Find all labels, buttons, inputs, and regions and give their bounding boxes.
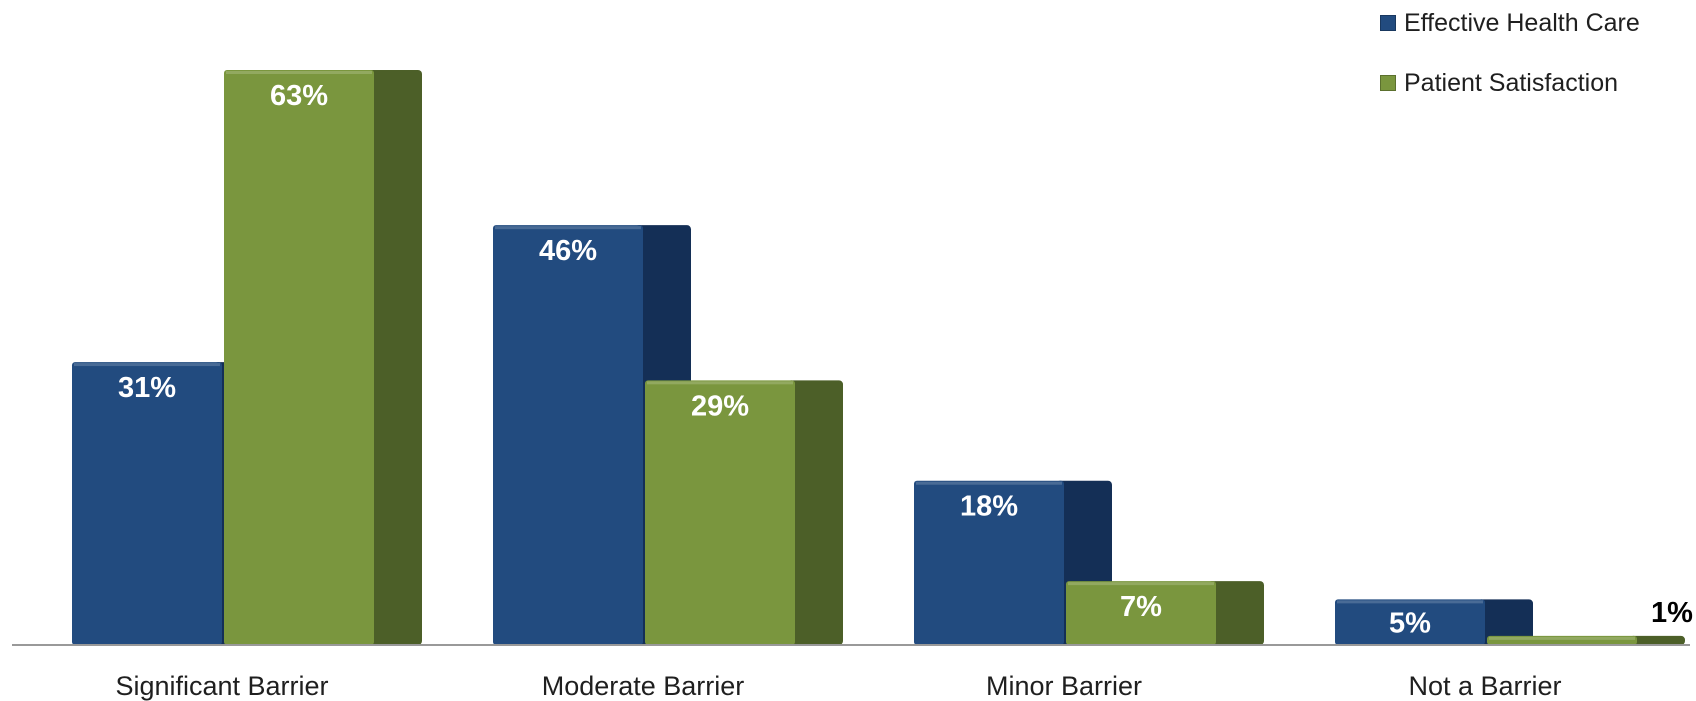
bar-side-effective-health-care-not-a-barrier: [1477, 599, 1533, 645]
bar-patient-satisfaction-minor-barrier: [1066, 581, 1264, 645]
category-label-not-a-barrier: Not a Barrier: [1408, 671, 1561, 701]
bar-front-patient-satisfaction-minor-barrier: [1066, 581, 1216, 645]
bar-side-patient-satisfaction-not-a-barrier: [1629, 635, 1685, 645]
bar-front-effective-health-care-not-a-barrier: [1335, 599, 1485, 645]
bar-highlight-patient-satisfaction-moderate-barrier: [647, 381, 793, 385]
data-label-patient-satisfaction-not-a-barrier: 1%: [1651, 597, 1693, 629]
bar-patient-satisfaction-not-a-barrier: [1487, 635, 1685, 645]
legend-item-patient-satisfaction: Patient Satisfaction: [1380, 68, 1640, 98]
bar-highlight-effective-health-care-significant-barrier: [74, 363, 220, 367]
category-label-significant-barrier: Significant Barrier: [115, 671, 328, 701]
data-label-patient-satisfaction-significant-barrier: 63%: [270, 80, 328, 112]
bar-highlight-effective-health-care-moderate-barrier: [495, 226, 641, 230]
data-label-patient-satisfaction-moderate-barrier: 29%: [691, 390, 749, 422]
legend-item-effective-health-care: Effective Health Care: [1380, 8, 1640, 38]
bars-group: 31% 63% 46% 29% 18% 7% 5% 1%: [72, 70, 1693, 645]
data-label-effective-health-care-not-a-barrier: 5%: [1389, 607, 1431, 639]
bar-highlight-patient-satisfaction-not-a-barrier: [1489, 636, 1635, 640]
bar-front-patient-satisfaction-significant-barrier: [224, 70, 374, 645]
bar-patient-satisfaction-moderate-barrier: [645, 380, 843, 645]
legend-label-patient-satisfaction: Patient Satisfaction: [1404, 68, 1619, 97]
bar-side-patient-satisfaction-significant-barrier: [366, 70, 422, 645]
bar-highlight-patient-satisfaction-significant-barrier: [226, 71, 372, 74]
data-label-effective-health-care-moderate-barrier: 46%: [539, 235, 597, 267]
bar-highlight-effective-health-care-minor-barrier: [916, 481, 1062, 485]
bar-front-effective-health-care-significant-barrier: [72, 362, 222, 645]
bar-side-patient-satisfaction-moderate-barrier: [787, 380, 843, 645]
bar-effective-health-care-not-a-barrier: [1335, 599, 1533, 645]
legend-swatch-patient-satisfaction: [1380, 75, 1396, 91]
bar-front-effective-health-care-moderate-barrier: [493, 225, 643, 645]
bar-front-effective-health-care-minor-barrier: [914, 480, 1064, 645]
bar-front-patient-satisfaction-moderate-barrier: [645, 380, 795, 645]
bar-highlight-patient-satisfaction-minor-barrier: [1068, 582, 1214, 586]
legend-swatch-effective-health-care: [1380, 15, 1396, 31]
data-label-effective-health-care-significant-barrier: 31%: [118, 372, 176, 404]
bar-side-patient-satisfaction-minor-barrier: [1208, 581, 1264, 645]
category-labels: Significant Barrier Moderate Barrier Minor…: [115, 671, 1561, 701]
bar-effective-health-care-minor-barrier: [914, 480, 1112, 645]
bar-patient-satisfaction-significant-barrier: [224, 70, 422, 645]
bar-front-patient-satisfaction-not-a-barrier: [1487, 635, 1637, 645]
category-label-minor-barrier: Minor Barrier: [986, 671, 1142, 701]
legend: Effective Health Care Patient Satisfacti…: [1380, 8, 1640, 128]
data-label-patient-satisfaction-minor-barrier: 7%: [1120, 591, 1162, 623]
data-label-effective-health-care-minor-barrier: 18%: [960, 491, 1018, 523]
legend-label-effective-health-care: Effective Health Care: [1404, 8, 1640, 37]
category-label-moderate-barrier: Moderate Barrier: [542, 671, 745, 701]
bar-highlight-effective-health-care-not-a-barrier: [1337, 600, 1483, 604]
